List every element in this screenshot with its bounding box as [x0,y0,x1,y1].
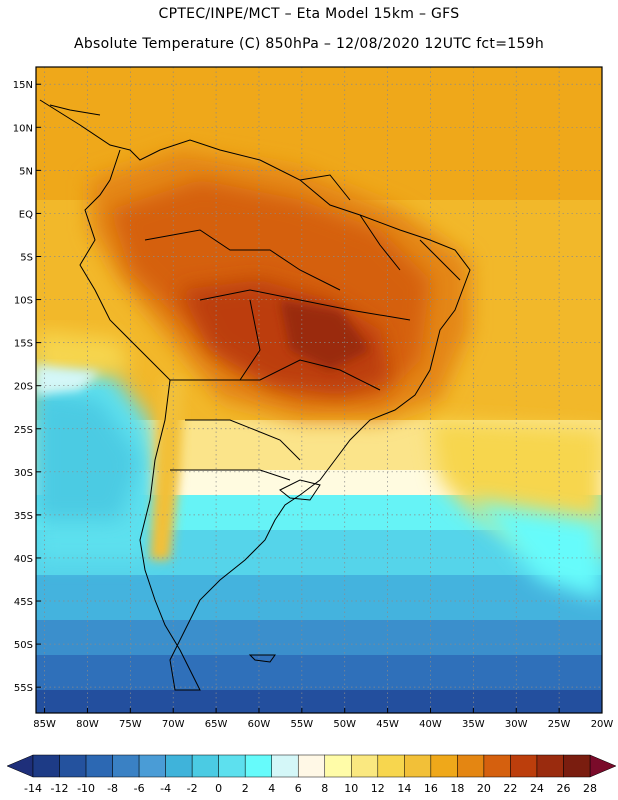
legend-high-arrow [589,754,617,778]
lat-label: EQ [19,209,33,220]
longitude-labels: 85W 80W 75W 70W 65W 60W 55W 50W 45W 40W 35W 30W 25W 2… [33,708,613,730]
lat-label: 10S [14,296,33,307]
legend-tick-label: 24 [530,782,544,795]
legend-tick-label: 0 [215,782,222,795]
lon-label: 20W [591,719,614,730]
legend-swatch [430,754,458,778]
legend-swatch [138,754,166,778]
lat-label: 40S [14,554,33,565]
lon-label: 70W [162,719,185,730]
lon-label: 55W [291,719,314,730]
legend-tick-label: -10 [77,782,95,795]
legend-tick-label: 20 [477,782,491,795]
lat-label: 35S [14,511,33,522]
lat-label: 15S [14,339,33,350]
legend-low-arrow [6,754,34,778]
lat-label: 30S [14,468,33,479]
legend-tick-label: 8 [321,782,328,795]
lon-label: 40W [419,719,442,730]
lon-label: 85W [33,719,56,730]
legend-tick-label: 6 [295,782,302,795]
legend-tick-label: -14 [24,782,42,795]
legend-swatch [457,754,485,778]
lat-label: 5N [19,166,33,177]
legend-swatch [563,754,591,778]
lon-label: 50W [333,719,356,730]
lat-label: 5S [20,252,33,263]
legend-tick-label: -4 [160,782,171,795]
title-line-2: Absolute Temperature (C) 850hPa – 12/08/… [73,36,545,52]
legend-tick-label: 4 [268,782,275,795]
legend-swatch [483,754,511,778]
lat-label: 55S [14,683,33,694]
lon-label: 80W [76,719,99,730]
legend-swatch [244,754,272,778]
legend-swatch [59,754,87,778]
lat-label: 10N [13,123,33,134]
latitude-labels: 15N 10N 5N EQ 5S 10S 15S 20S 25S 30S 35S 40S 45S 50S 5… [13,80,41,694]
legend-tick-label: 16 [424,782,438,795]
legend-swatch [165,754,193,778]
lat-label: 15N [13,80,33,91]
legend-swatch [404,754,432,778]
lat-label: 45S [14,597,33,608]
lon-label: 30W [505,719,528,730]
lon-label: 65W [205,719,228,730]
lon-label: 45W [376,719,399,730]
legend-swatch [510,754,538,778]
legend-tick-label: 12 [371,782,385,795]
legend-tick-label: -12 [51,782,69,795]
legend-tick-label: 28 [583,782,597,795]
legend-swatch [351,754,379,778]
legend-swatch [297,754,326,778]
legend-swatch [536,754,564,778]
legend-swatch [85,754,113,778]
legend-tick-label: 18 [450,782,464,795]
legend-swatch [271,754,299,778]
legend-tick-label: -6 [134,782,145,795]
legend-tick-label: 14 [397,782,411,795]
map-frame [35,66,603,714]
lat-label: 50S [14,640,33,651]
legend-tick-label: -8 [107,782,118,795]
legend-swatch [112,754,140,778]
lat-label: 20S [14,382,33,393]
legend-swatch [32,754,60,778]
legend-tick-label: -2 [187,782,198,795]
legend-tick-label: 22 [503,782,517,795]
legend-swatch [324,754,352,778]
coastline [39,99,471,691]
lon-label: 75W [119,719,142,730]
lon-label: 25W [548,719,571,730]
lat-label: 25S [14,425,33,436]
lon-label: 35W [462,719,485,730]
legend-swatch [191,754,219,778]
legend-tick-label: 10 [344,782,358,795]
title-line-1: CPTEC/INPE/MCT – Eta Model 15km – GFS [158,6,460,22]
legend-tick-label: 2 [242,782,249,795]
legend-tick-label: 26 [556,782,570,795]
legend-swatch [218,754,246,778]
legend-swatch [377,754,405,778]
lon-label: 60W [248,719,271,730]
